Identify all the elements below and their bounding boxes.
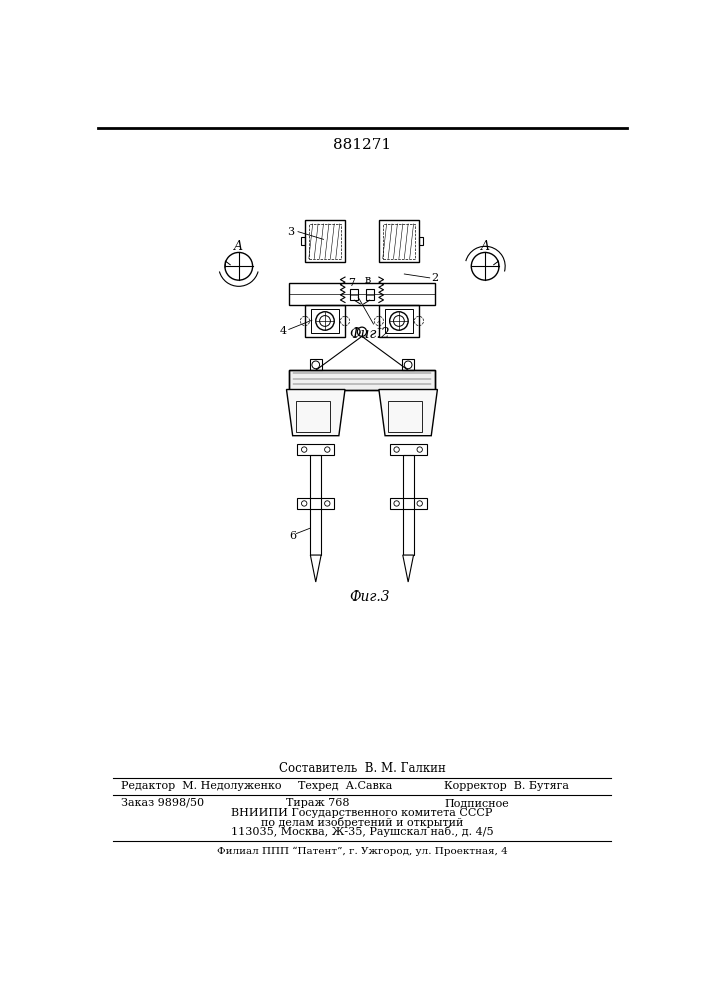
- Polygon shape: [310, 555, 321, 582]
- Text: Редактор  М. Недолуженко: Редактор М. Недолуженко: [121, 781, 281, 791]
- Text: 6: 6: [289, 531, 296, 541]
- Text: Фиг.3: Фиг.3: [349, 590, 390, 604]
- Text: Составитель  В. М. Галкин: Составитель В. М. Галкин: [279, 762, 445, 775]
- Bar: [403, 455, 414, 555]
- Text: 7: 7: [348, 278, 355, 288]
- Bar: [305, 305, 345, 337]
- Text: по делам изобретений и открытий: по делам изобретений и открытий: [261, 817, 463, 828]
- Bar: [310, 455, 321, 555]
- Bar: [379, 220, 419, 262]
- Polygon shape: [379, 389, 438, 436]
- Bar: [297, 498, 334, 509]
- Polygon shape: [403, 555, 414, 582]
- Bar: [288, 370, 435, 389]
- Text: 3: 3: [287, 227, 294, 237]
- Bar: [402, 359, 414, 370]
- Polygon shape: [286, 389, 345, 436]
- Bar: [288, 370, 435, 389]
- Bar: [390, 498, 426, 509]
- Bar: [351, 289, 358, 300]
- Text: ВНИИПИ Государственного комитета СССР: ВНИИПИ Государственного комитета СССР: [231, 808, 493, 818]
- Bar: [310, 359, 322, 370]
- Text: 4: 4: [279, 326, 286, 336]
- Bar: [301, 237, 305, 245]
- Text: Филиал ППП “Патент”, г. Ужгород, ул. Проектная, 4: Филиал ППП “Патент”, г. Ужгород, ул. Про…: [216, 847, 508, 856]
- Bar: [379, 305, 419, 337]
- Bar: [366, 289, 373, 300]
- Bar: [385, 309, 413, 333]
- Text: Техред  А.Савка: Техред А.Савка: [298, 781, 392, 791]
- Text: 1: 1: [376, 321, 383, 331]
- Bar: [309, 224, 341, 259]
- Bar: [288, 283, 435, 305]
- Text: Заказ 9898/50: Заказ 9898/50: [121, 798, 204, 808]
- Text: 881271: 881271: [333, 138, 391, 152]
- Text: Корректор  В. Бутяга: Корректор В. Бутяга: [444, 781, 569, 791]
- Text: Фиг.2: Фиг.2: [349, 327, 390, 341]
- Text: в: в: [365, 275, 371, 285]
- Text: 113035, Москва, Ж-35, Раушскал наб., д. 4/5: 113035, Москва, Ж-35, Раушскал наб., д. …: [230, 826, 493, 837]
- Bar: [311, 309, 339, 333]
- Bar: [296, 401, 329, 432]
- Text: A: A: [234, 240, 243, 253]
- Bar: [390, 444, 426, 455]
- Text: Подписное: Подписное: [444, 798, 509, 808]
- Bar: [419, 237, 423, 245]
- Bar: [382, 224, 415, 259]
- Text: 2: 2: [431, 273, 438, 283]
- Bar: [388, 401, 422, 432]
- Bar: [305, 220, 345, 262]
- Text: A: A: [481, 240, 490, 253]
- Bar: [297, 444, 334, 455]
- Text: Тираж 768: Тираж 768: [286, 798, 350, 808]
